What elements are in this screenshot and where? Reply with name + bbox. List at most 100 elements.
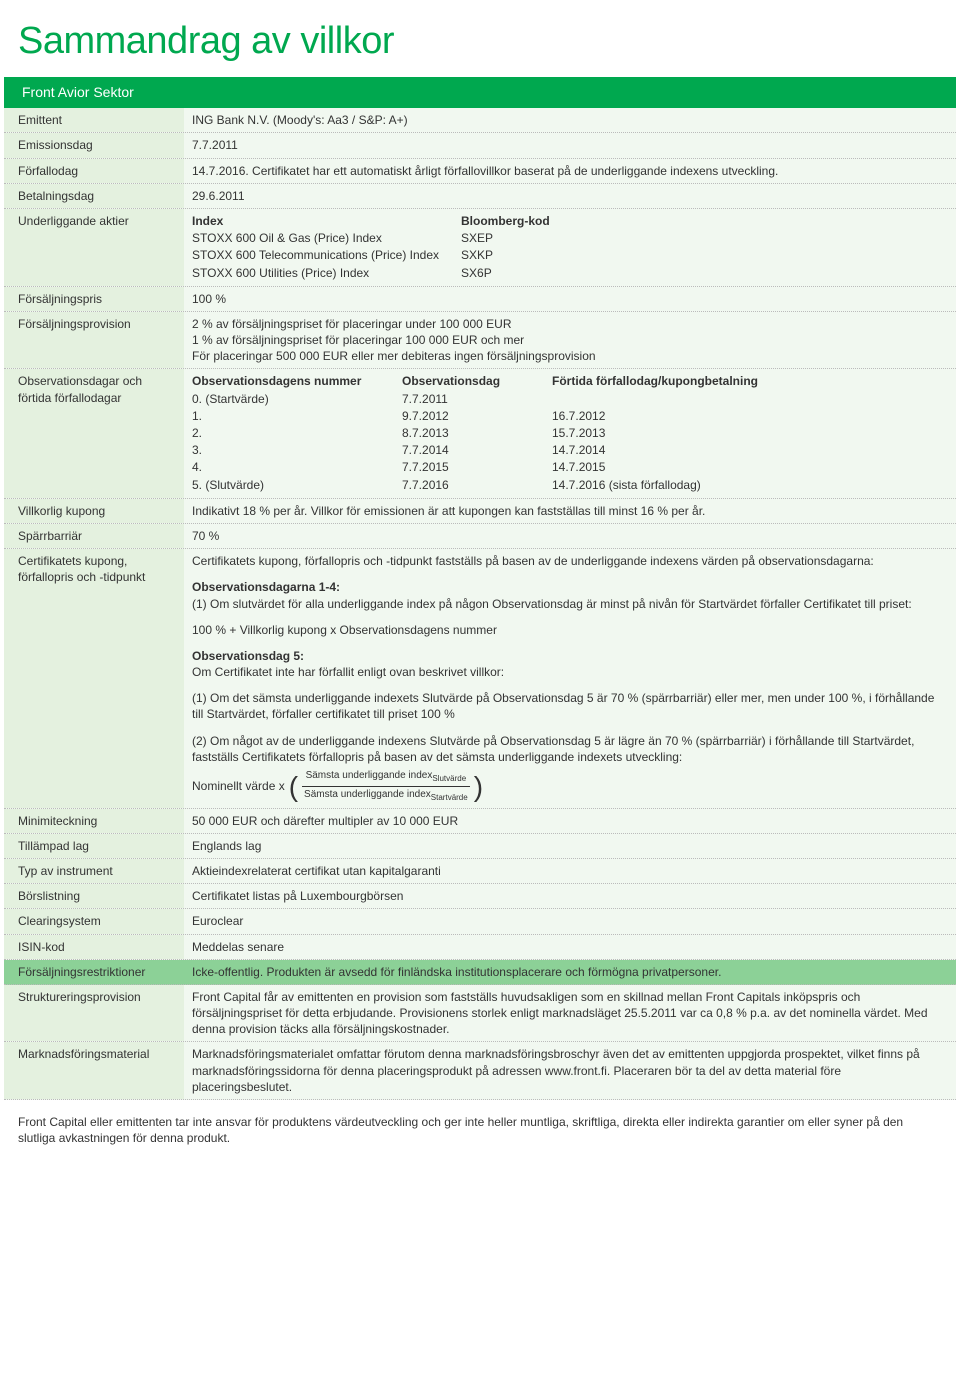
value: Englands lag [184,834,956,858]
value: Meddelas senare [184,935,956,959]
index-code: SXEP [461,230,572,247]
label: Underliggande aktier [4,209,184,286]
value: ING Bank N.V. (Moody's: Aa3 / S&P: A+) [184,108,956,132]
obs-num: 2. [192,425,402,442]
label: Typ av instrument [4,859,184,883]
index-name: STOXX 600 Telecommunications (Price) Ind… [192,247,461,264]
obs5-header: Observationsdag 5: [192,648,942,664]
label: Försäljningsprovision [4,312,184,369]
row-typavinstrument: Typ av instrument Aktieindexrelaterat ce… [4,859,956,884]
label: Tillämpad lag [4,834,184,858]
line: 2 % av försäljningspriset för placeringa… [192,316,942,332]
obs-pay [552,391,784,408]
frac-den-sub: Startvärde [431,793,468,802]
obs-num: 0. (Startvärde) [192,391,402,408]
row-observationsdagar: Observationsdagar och förtida förfalloda… [4,369,956,498]
formula1: 100 % + Villkorlig kupong x Observations… [192,622,942,638]
row-forfallodag: Förfallodag 14.7.2016. Certifikatet har … [4,159,956,184]
obs-date: 7.7.2016 [402,477,552,494]
row-borslistning: Börslistning Certifikatet listas på Luxe… [4,884,956,909]
obs-date: 7.7.2015 [402,459,552,476]
value: 70 % [184,524,956,548]
obs5-p1: (1) Om det sämsta underliggande indexets… [192,690,942,722]
label: Struktureringsprovision [4,985,184,1042]
label: ISIN-kod [4,935,184,959]
value: 7.7.2011 [184,133,956,157]
obs-date: 8.7.2013 [402,425,552,442]
section-header: Front Avior Sektor [4,77,956,108]
index-header: Index [192,213,461,230]
value: Front Capital får av emittenten en provi… [184,985,956,1042]
row-struktureringsprovision: Struktureringsprovision Front Capital få… [4,985,956,1043]
paren-right: ) [474,777,483,797]
value: 50 000 EUR och därefter multipler av 10 … [184,809,956,833]
obs-row: 2. 8.7.2013 15.7.2013 [192,425,784,442]
value: 100 % [184,287,956,311]
page-title: Sammandrag av villkor [0,0,960,77]
index-name: STOXX 600 Utilities (Price) Index [192,265,461,282]
row-tillampadlag: Tillämpad lag Englands lag [4,834,956,859]
label: Emittent [4,108,184,132]
obs14-text: (1) Om slutvärdet för alla underliggande… [192,596,942,612]
nominellt-label: Nominellt värde x [192,778,285,794]
fraction: Sämsta underliggande indexSlutvärde Säms… [302,769,470,804]
obs-num: 3. [192,442,402,459]
obs14-header: Observationsdagarna 1-4: [192,579,942,595]
obs-pay: 14.7.2016 (sista förfallodag) [552,477,784,494]
obs5-p2: (2) Om något av de underliggande indexen… [192,733,942,765]
label: Försäljningspris [4,287,184,311]
obs-num: 1. [192,408,402,425]
frac-num: Sämsta underliggande index [306,770,433,781]
label: Försäljningsrestriktioner [4,960,184,984]
index-name: STOXX 600 Oil & Gas (Price) Index [192,230,461,247]
label: Marknadsföringsmaterial [4,1042,184,1099]
value: Observationsdagens nummer Observationsda… [184,369,956,497]
row-forsaljningsrestriktioner: Försäljningsrestriktioner Icke-offentlig… [4,960,956,985]
formula: Nominellt värde x ( Sämsta underliggande… [192,769,483,804]
value: Index Bloomberg-kod STOXX 600 Oil & Gas … [184,209,956,286]
row-forsaljningspris: Försäljningspris 100 % [4,287,956,312]
value: 2 % av försäljningspriset för placeringa… [184,312,956,369]
obs5-text: Om Certifikatet inte har förfallit enlig… [192,664,942,680]
value: Icke-offentlig. Produkten är avsedd för … [184,960,956,984]
obs-row: 4. 7.7.2015 14.7.2015 [192,459,784,476]
label: Minimiteckning [4,809,184,833]
obs-row: 5. (Slutvärde) 7.7.2016 14.7.2016 (sista… [192,477,784,494]
row-forsaljningsprovision: Försäljningsprovision 2 % av försäljning… [4,312,956,370]
value: Indikativt 18 % per år. Villkor för emis… [184,499,956,523]
intro: Certifikatets kupong, förfallopris och -… [192,553,942,569]
obs-header: Förtida förfallodag/kupongbetalning [552,373,784,390]
label: Betalningsdag [4,184,184,208]
code-header: Bloomberg-kod [461,213,572,230]
obs-date: 9.7.2012 [402,408,552,425]
row-betalningsdag: Betalningsdag 29.6.2011 [4,184,956,209]
frac-num-sub: Slutvärde [432,774,466,783]
label: Spärrbarriär [4,524,184,548]
label: Emissionsdag [4,133,184,157]
index-row: STOXX 600 Telecommunications (Price) Ind… [192,247,572,264]
terms-table: Emittent ING Bank N.V. (Moody's: Aa3 / S… [4,108,956,1100]
frac-den: Sämsta underliggande index [304,789,431,800]
obs-pay: 16.7.2012 [552,408,784,425]
obs-date: 7.7.2011 [402,391,552,408]
obs-row: 0. (Startvärde) 7.7.2011 [192,391,784,408]
index-row: STOXX 600 Utilities (Price) Index SX6P [192,265,572,282]
paren-left: ( [289,777,298,797]
index-row: STOXX 600 Oil & Gas (Price) Index SXEP [192,230,572,247]
index-code: SX6P [461,265,572,282]
obs-num: 5. (Slutvärde) [192,477,402,494]
row-underliggande: Underliggande aktier Index Bloomberg-kod… [4,209,956,287]
line: 1 % av försäljningspriset för placeringa… [192,332,942,348]
obs-pay: 14.7.2014 [552,442,784,459]
row-clearing: Clearingsystem Euroclear [4,909,956,934]
label: Börslistning [4,884,184,908]
label: Clearingsystem [4,909,184,933]
value: Certifikatets kupong, förfallopris och -… [184,549,956,807]
row-villkorlig: Villkorlig kupong Indikativt 18 % per år… [4,499,956,524]
footer-disclaimer: Front Capital eller emittenten tar inte … [0,1100,960,1164]
label: Observationsdagar och förtida förfalloda… [4,369,184,497]
row-isin: ISIN-kod Meddelas senare [4,935,956,960]
row-marknadsforingsmaterial: Marknadsföringsmaterial Marknadsföringsm… [4,1042,956,1100]
value: Aktieindexrelaterat certifikat utan kapi… [184,859,956,883]
label: Certifikatets kupong, förfallopris och -… [4,549,184,807]
